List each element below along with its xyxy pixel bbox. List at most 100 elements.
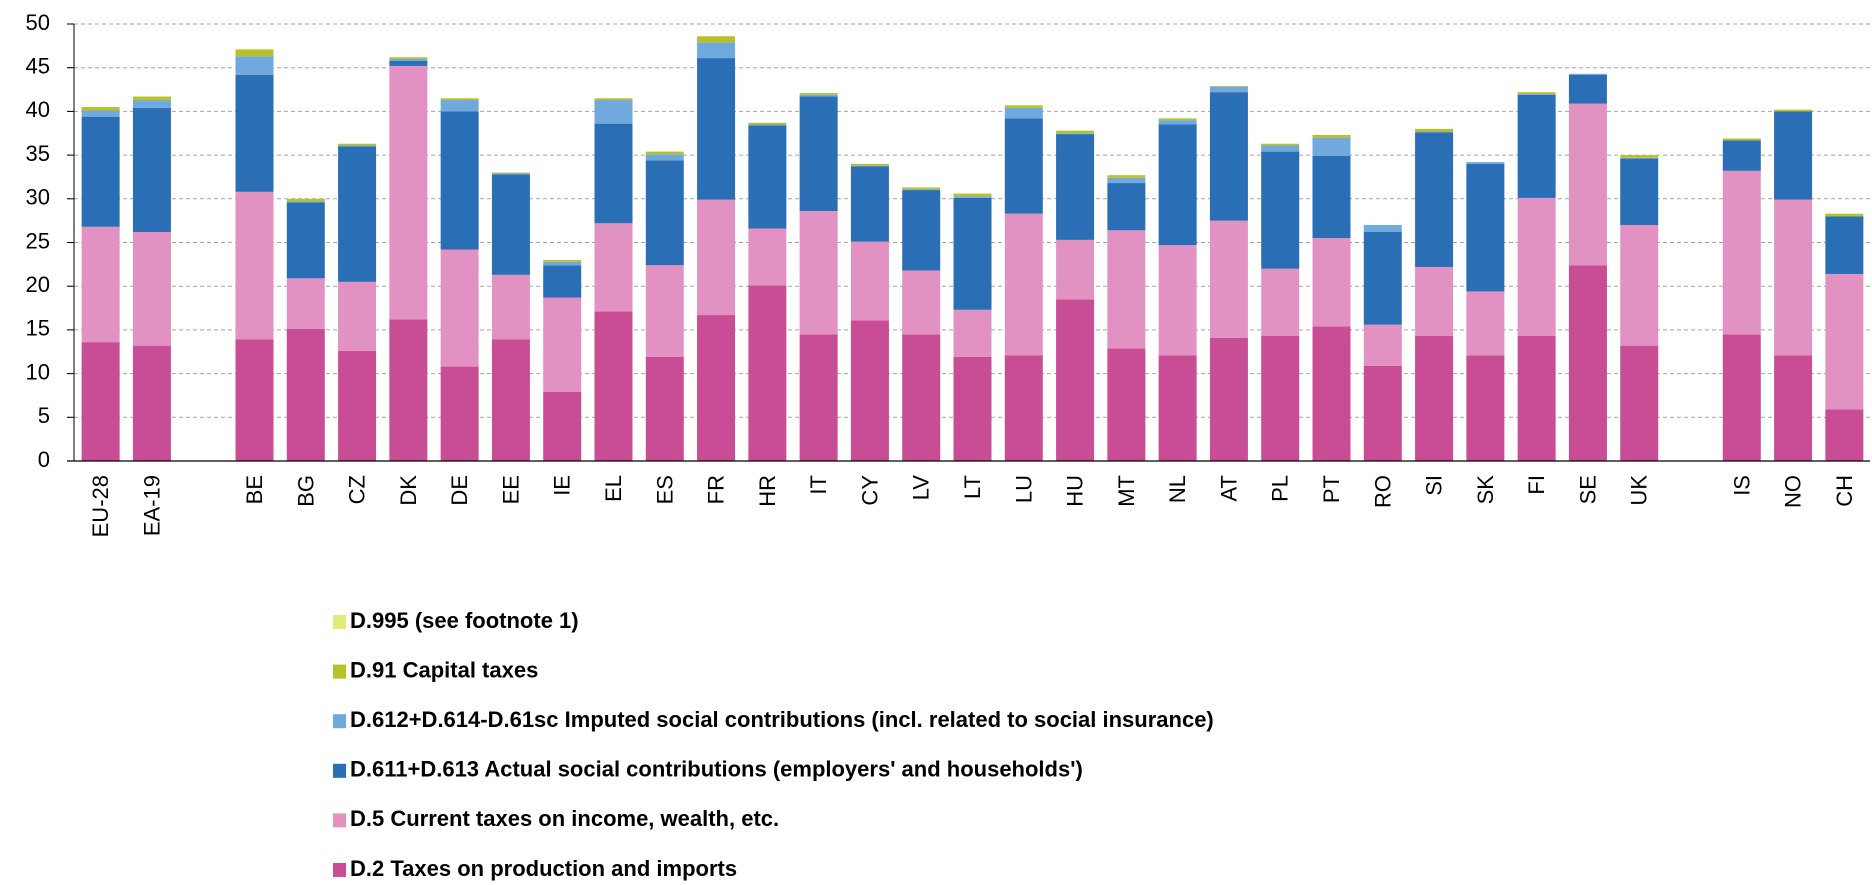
bar-segment — [1620, 225, 1659, 346]
bar-segment — [235, 339, 274, 461]
x-tick-label: LU — [1011, 475, 1036, 503]
bar-segment — [697, 42, 736, 59]
bar-segment — [1620, 155, 1659, 158]
bar-segment — [389, 319, 428, 461]
legend-label: D.612+D.614-D.61sc Imputed social contri… — [350, 707, 1214, 732]
bar-segment — [645, 265, 684, 357]
bar-segment — [338, 143, 377, 146]
x-tick-label: IT — [806, 475, 831, 495]
bar-segment — [1517, 92, 1556, 94]
y-tick-label: 25 — [26, 228, 50, 253]
bar-segment — [850, 166, 889, 242]
bar-segment — [748, 124, 787, 126]
y-tick-label: 5 — [38, 403, 50, 428]
x-tick-label: CH — [1832, 475, 1857, 507]
x-tick-label: SK — [1473, 475, 1498, 505]
bar-segment — [1517, 336, 1556, 461]
bar-segment — [1107, 348, 1146, 461]
bar-segment — [594, 223, 633, 312]
bar-segment — [645, 356, 684, 461]
bar-segment — [1056, 299, 1095, 461]
bar-segment — [1158, 124, 1197, 246]
bar-segment — [697, 199, 736, 316]
x-tick-label: ES — [652, 475, 677, 504]
x-tick-label: NO — [1781, 475, 1806, 508]
bar-segment — [1312, 326, 1351, 461]
bar-segment — [1004, 355, 1043, 461]
legend-label: D.91 Capital taxes — [350, 657, 538, 682]
legend-swatch — [333, 664, 346, 679]
bar-segment — [286, 198, 325, 202]
bar-segment — [286, 202, 325, 279]
bar-segment — [1158, 120, 1197, 125]
bar-segment — [799, 211, 838, 335]
bar-segment — [902, 270, 941, 335]
x-tick-label: AT — [1216, 475, 1241, 501]
bar-segment — [1107, 230, 1146, 349]
bar-segment — [1004, 107, 1043, 119]
bar-segment — [1517, 197, 1556, 337]
y-tick-label: 15 — [26, 316, 50, 341]
bar-segment — [440, 111, 479, 250]
x-tick-label: LV — [909, 475, 934, 501]
bar-segment — [1056, 133, 1095, 135]
bar-segment — [491, 173, 530, 175]
bar-segment — [1825, 216, 1864, 274]
bar-segment — [1261, 151, 1300, 269]
y-tick-label: 30 — [26, 185, 50, 210]
bar-segment — [594, 98, 633, 101]
bar-segment — [1312, 238, 1351, 327]
bar-segment — [81, 226, 120, 343]
bar-segment — [1056, 239, 1095, 300]
bar-segment — [697, 315, 736, 461]
bar-segment — [1568, 74, 1607, 104]
x-tick-label: HR — [755, 475, 780, 507]
x-tick-label: FR — [704, 475, 729, 504]
bar-segment — [799, 94, 838, 97]
bar-segment — [953, 356, 992, 461]
bar-segment — [850, 165, 889, 167]
bar-segment — [1107, 175, 1146, 178]
legend-label: D.995 (see footnote 1) — [350, 608, 579, 633]
bar-segment — [440, 366, 479, 461]
x-tick-label: BG — [293, 475, 318, 507]
bar-segment — [953, 193, 992, 197]
bar-segment — [1209, 86, 1248, 93]
y-tick-label: 40 — [26, 97, 50, 122]
bar-segment — [1209, 86, 1248, 87]
bar-segment — [1517, 94, 1556, 198]
bar-segment — [697, 58, 736, 200]
bar-segment — [1620, 157, 1659, 159]
bar-segment — [1415, 266, 1454, 337]
bar-segment — [850, 320, 889, 461]
x-tick-label: DE — [447, 475, 472, 506]
bar-segment — [132, 100, 171, 108]
bar-segment — [594, 123, 633, 224]
bar-segment — [440, 249, 479, 367]
bar-segment — [594, 311, 633, 461]
y-tick-label: 0 — [38, 447, 50, 472]
bar-segment — [1107, 183, 1146, 231]
bar-segment — [286, 278, 325, 330]
bar-segment — [1261, 143, 1300, 146]
x-tick-label: IE — [550, 475, 575, 496]
x-tick-label: CZ — [345, 475, 370, 504]
bar-segment — [799, 93, 838, 95]
bar-segment — [1466, 163, 1505, 292]
bar-segment — [543, 297, 582, 392]
bar-segment — [953, 196, 992, 198]
bar-segment — [81, 110, 120, 117]
x-tick-label: DK — [396, 475, 421, 506]
bar-segment — [1415, 131, 1454, 133]
bar-segment — [902, 189, 941, 191]
bar-segment — [645, 160, 684, 266]
bar-segment — [132, 107, 171, 233]
bar-segment — [1209, 220, 1248, 338]
bar-segment — [1825, 213, 1864, 217]
bar-segment — [1568, 103, 1607, 266]
legend-swatch — [333, 615, 346, 629]
x-tick-label: HU — [1063, 475, 1088, 507]
bar-segment — [440, 98, 479, 101]
bar-segment — [1312, 137, 1351, 156]
